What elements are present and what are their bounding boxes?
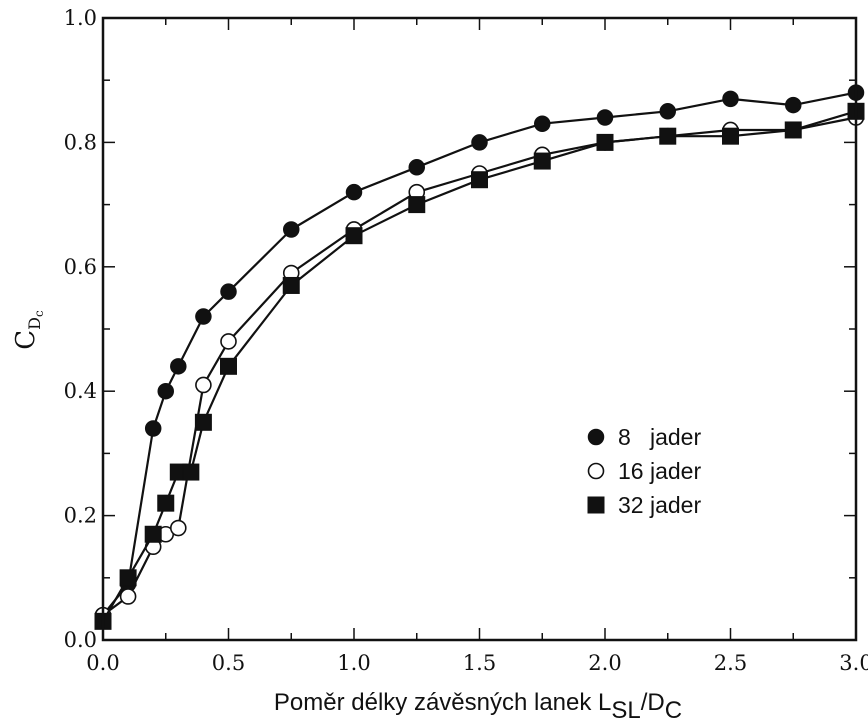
x-tick-label: 2.5 xyxy=(714,651,747,675)
y-axis-title: CDc xyxy=(11,310,46,350)
data-point xyxy=(119,569,137,587)
data-point xyxy=(194,413,212,431)
x-tick-label: 0.5 xyxy=(212,651,245,675)
data-point xyxy=(195,308,212,325)
data-point xyxy=(408,159,425,176)
series-3 xyxy=(94,102,865,630)
data-point xyxy=(195,376,212,394)
data-point xyxy=(282,276,300,294)
data-point xyxy=(119,588,137,605)
x-axis-title-sub1: SL xyxy=(611,697,640,722)
x-tick-label: 3.0 xyxy=(839,651,868,675)
data-point xyxy=(144,420,162,437)
legend-marker xyxy=(587,462,605,480)
legend-marker xyxy=(587,496,605,514)
data-point xyxy=(533,152,551,170)
x-tick-label: 1.0 xyxy=(337,651,370,675)
legend: 8 jader 16 jader 32 jader xyxy=(587,424,701,518)
y-tick-label: 0.4 xyxy=(64,379,97,403)
series-layer xyxy=(94,84,865,630)
data-point xyxy=(722,127,739,145)
tick-marks xyxy=(102,17,857,641)
legend-label: 8 jader xyxy=(618,424,701,450)
data-point xyxy=(144,525,162,543)
data-point xyxy=(596,109,614,126)
data-point xyxy=(471,134,488,151)
data-point xyxy=(345,183,363,201)
y-tick-label: 0.0 xyxy=(64,628,97,652)
x-axis-title: Poměr délky závěsných lanek LSL/DC xyxy=(274,689,682,722)
data-point xyxy=(659,127,677,145)
data-point xyxy=(408,196,426,214)
legend-label: 16 jader xyxy=(618,458,701,484)
data-point xyxy=(220,333,237,350)
data-point xyxy=(722,90,739,108)
data-point xyxy=(345,227,363,245)
legend-item: 32 jader xyxy=(587,492,701,518)
y-tick-label: 0.8 xyxy=(64,130,97,154)
y-tick-label: 1.0 xyxy=(64,6,97,30)
data-point xyxy=(659,103,676,120)
data-point xyxy=(157,494,175,512)
data-point xyxy=(784,121,802,139)
plot-frame xyxy=(101,16,858,642)
data-point xyxy=(170,519,187,537)
data-point xyxy=(785,96,802,114)
x-tick-label: 0.0 xyxy=(86,651,119,675)
data-point xyxy=(157,382,174,400)
y-tick-label: 0.6 xyxy=(64,255,97,279)
y-axis-title-sub: D xyxy=(25,317,44,330)
y-axis-title-sub2: c xyxy=(32,310,46,317)
x-axis-title-main: Poměr délky závěsných lanek L xyxy=(274,689,612,716)
legend-item: 8 jader xyxy=(587,424,701,450)
x-tick-label: 2.0 xyxy=(588,651,621,675)
x-tick-label: 1.5 xyxy=(463,651,496,675)
x-axis-title-sub2: C xyxy=(665,697,682,722)
data-point xyxy=(471,171,488,189)
data-point xyxy=(220,357,237,375)
x-axis-title-mid: /D xyxy=(641,689,665,716)
y-axis-title-main: C xyxy=(11,330,41,350)
data-point xyxy=(283,221,300,238)
series-line xyxy=(102,116,857,616)
tick-labels: 0.0 0.5 1.0 1.5 2.0 2.5 3.0 0.0 0.2 0.4 0.6 0.8 1.0 xyxy=(64,6,868,675)
legend-marker xyxy=(587,428,605,446)
legend-item: 16 jader xyxy=(587,458,701,484)
data-point xyxy=(182,463,200,481)
y-tick-label: 0.2 xyxy=(64,504,97,528)
legend-label: 32 jader xyxy=(618,492,701,518)
data-point xyxy=(596,133,614,151)
data-point xyxy=(534,115,551,132)
data-point xyxy=(170,358,187,375)
data-point xyxy=(220,283,237,300)
